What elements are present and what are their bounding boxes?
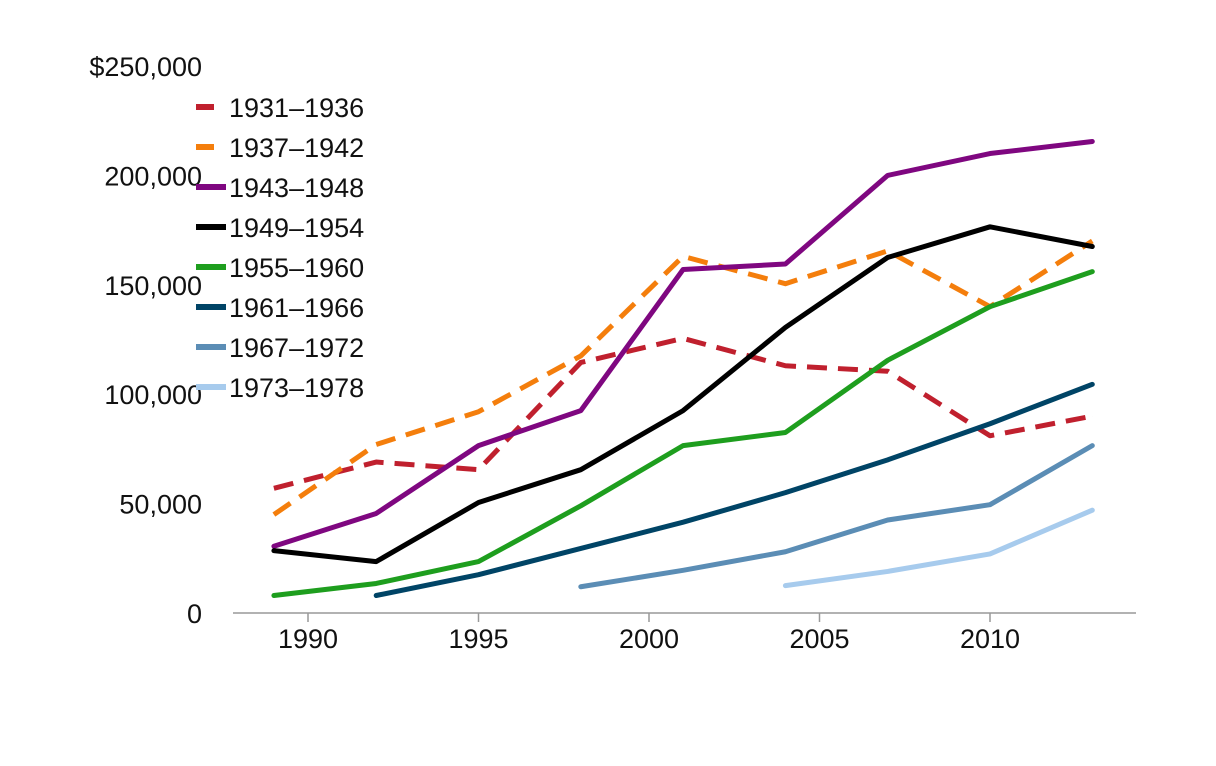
legend-label: 1955–1960 [229,253,364,283]
legend-label: 1931–1936 [229,93,364,123]
series-line-1937–1942 [274,241,1092,515]
series-line-1973–1978 [785,510,1092,585]
x-tick-label: 2005 [789,624,849,654]
series-lines [274,141,1093,595]
series-line-1949–1954 [274,227,1092,562]
legend-label: 1937–1942 [229,133,364,163]
y-tick-label: $250,000 [89,52,202,82]
series-line-1967–1972 [581,446,1093,587]
y-tick-label: 0 [187,599,202,629]
x-tick-label: 2010 [960,624,1020,654]
legend-label: 1961–1966 [229,293,364,323]
x-tick-label: 1995 [448,624,508,654]
y-tick-label: 150,000 [104,271,202,301]
y-tick-label: 50,000 [119,490,202,520]
x-tick-label: 2000 [619,624,679,654]
legend: 1931–1936 1937–1942 1943–1948 1949–1954 1955… [196,93,364,403]
y-tick-label: 200,000 [104,161,202,191]
legend-label: 1949–1954 [229,213,364,243]
series-line-1961–1966 [376,384,1092,595]
series-line-1943–1948 [274,141,1092,546]
x-tick-label: 1990 [278,624,338,654]
legend-label: 1973–1978 [229,373,364,403]
y-tick-label: 100,000 [104,380,202,410]
legend-label: 1943–1948 [229,173,364,203]
legend-label: 1967–1972 [229,333,364,363]
